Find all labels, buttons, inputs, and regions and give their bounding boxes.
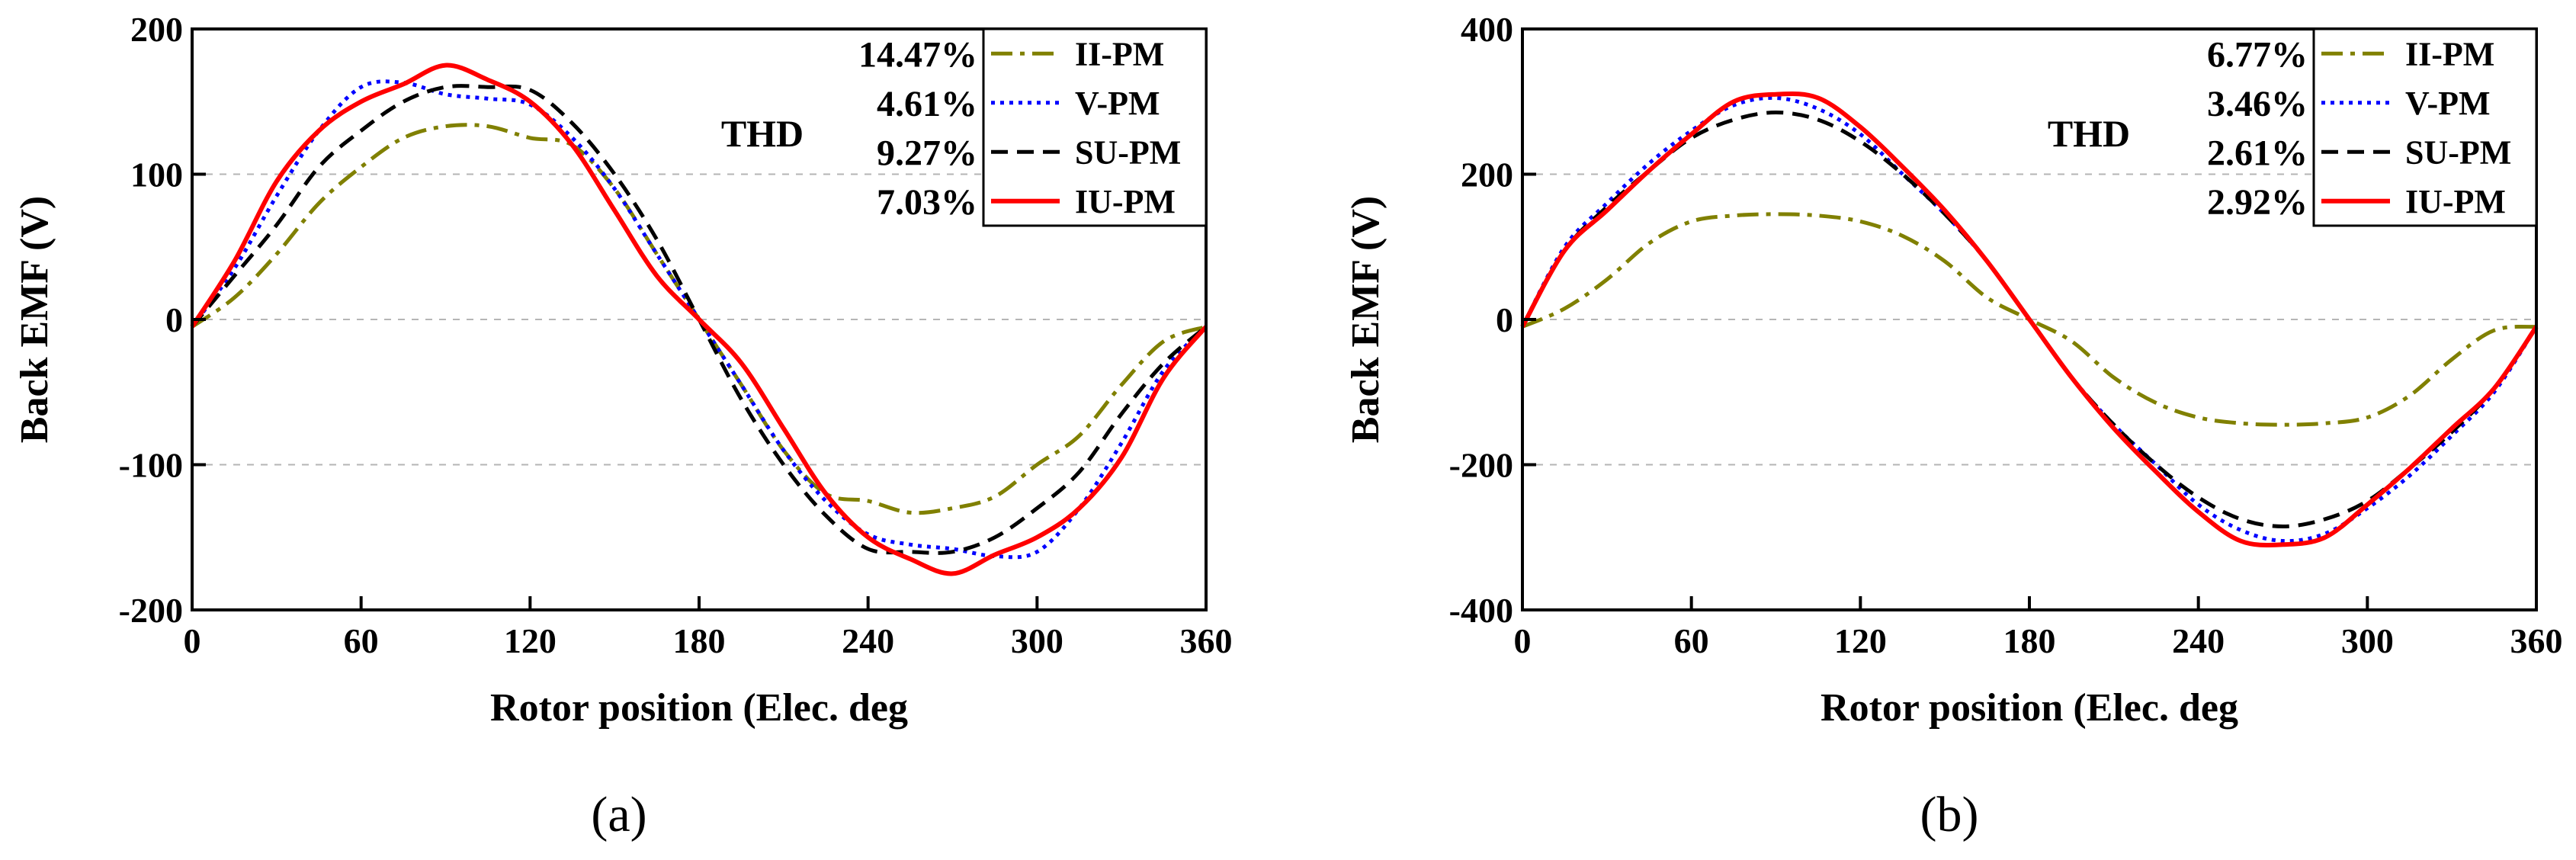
thd-title: THD — [721, 112, 804, 155]
thd-title: THD — [2048, 112, 2130, 155]
series-line-iu-pm — [190, 63, 1208, 576]
y-tick-label: 0 — [165, 300, 183, 339]
x-tick-label: 120 — [504, 621, 557, 660]
legend-label-su-pm: SU-PM — [1075, 133, 1181, 171]
x-tick-label: 60 — [1674, 621, 1709, 660]
x-tick-label: 360 — [1180, 621, 1233, 660]
x-axis-title: Rotor position (Elec. deg — [490, 686, 908, 730]
y-tick-label: 0 — [1496, 300, 1513, 339]
thd-value-ii-pm: 6.77% — [2207, 34, 2308, 75]
y-tick-label: -200 — [1449, 446, 1513, 485]
chart-panel-a: 0 60 120 180 240 300 360 -200 -100 0 100 200 Rotor p… — [13, 10, 1233, 842]
legend-label-iu-pm: IU-PM — [2405, 183, 2506, 220]
y-axis-title: Back EMF (V) — [13, 196, 56, 443]
y-tick-label: -400 — [1449, 591, 1513, 630]
legend-label-ii-pm: II-PM — [2405, 35, 2494, 72]
x-tick-label: 60 — [344, 621, 379, 660]
x-tick-label: 360 — [2510, 621, 2563, 660]
thd-value-ii-pm: 14.47% — [858, 34, 977, 75]
legend-label-v-pm: V-PM — [2405, 85, 2491, 122]
thd-value-su-pm: 2.61% — [2207, 133, 2308, 173]
y-tick-label: 100 — [130, 156, 183, 194]
y-tick-label: 200 — [130, 10, 183, 49]
thd-value-su-pm: 9.27% — [877, 133, 977, 173]
thd-value-v-pm: 4.61% — [877, 84, 977, 124]
x-tick-label: 240 — [842, 621, 894, 660]
panel-label: (a) — [591, 787, 646, 842]
legend-label-v-pm: V-PM — [1075, 85, 1160, 122]
x-tick-label: 300 — [2341, 621, 2394, 660]
x-tick-label: 240 — [2172, 621, 2225, 660]
y-tick-label: 200 — [1461, 156, 1513, 194]
legend-label-iu-pm: IU-PM — [1075, 183, 1176, 220]
x-tick-label: 180 — [2003, 621, 2056, 660]
legend-box — [2312, 27, 2538, 227]
legend-box — [982, 27, 1208, 227]
x-tick-label: 180 — [673, 621, 726, 660]
x-tick-label: 300 — [1011, 621, 1063, 660]
y-axis-title: Back EMF (V) — [1344, 196, 1387, 443]
legend-label-ii-pm: II-PM — [1075, 35, 1164, 72]
y-tick-label: 400 — [1461, 10, 1513, 49]
panel-label: (b) — [1920, 787, 1979, 842]
thd-value-v-pm: 3.46% — [2207, 84, 2308, 124]
legend-label-su-pm: SU-PM — [2405, 133, 2511, 171]
x-axis-title: Rotor position (Elec. deg — [1821, 686, 2238, 730]
series-line-iu-pm — [1520, 91, 2539, 548]
y-tick-label: -100 — [119, 446, 183, 485]
y-tick-label: -200 — [119, 591, 183, 630]
x-tick-label: 0 — [1514, 621, 1532, 660]
x-tick-label: 120 — [1834, 621, 1887, 660]
x-tick-label: 0 — [184, 621, 201, 660]
thd-value-iu-pm: 2.92% — [2207, 182, 2308, 223]
chart-panel-b: 0 60 120 180 240 300 360 -400 -200 0 200 400 Rotor p… — [1344, 10, 2563, 842]
thd-value-iu-pm: 7.03% — [877, 182, 977, 223]
